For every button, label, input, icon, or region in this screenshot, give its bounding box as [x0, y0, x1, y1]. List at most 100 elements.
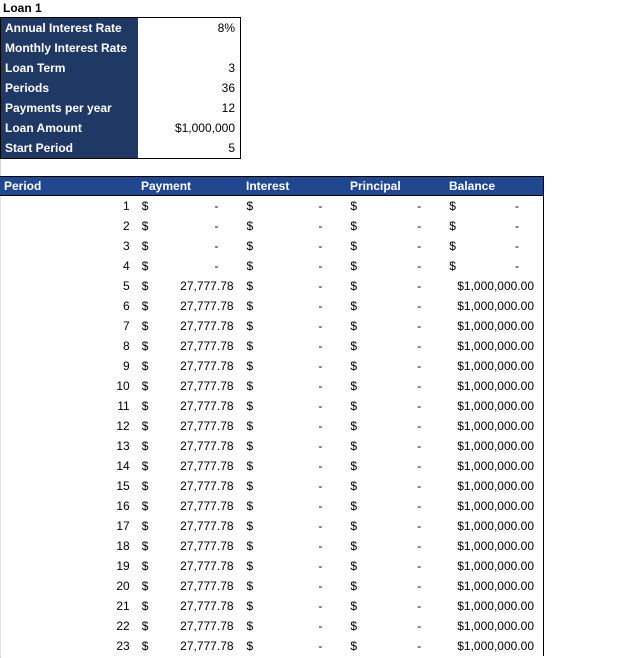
payment-cell[interactable]: $27,777.78: [138, 556, 243, 576]
parameter-value-cell[interactable]: $1,000,000: [138, 118, 240, 138]
interest-cell[interactable]: $ -: [243, 576, 347, 596]
period-cell[interactable]: 16: [116, 499, 130, 513]
balance-cell[interactable]: $1,000,000.00: [457, 299, 534, 313]
principal-cell[interactable]: $ -: [346, 536, 445, 556]
balance-cell[interactable]: $1,000,000.00: [457, 559, 534, 573]
balance-cell[interactable]: $1,000,000.00: [457, 479, 534, 493]
interest-cell[interactable]: $ -: [243, 356, 347, 376]
interest-cell[interactable]: $ -: [243, 216, 347, 236]
balance-cell[interactable]: $1,000,000.00: [457, 539, 534, 553]
period-cell[interactable]: 21: [116, 599, 130, 613]
payment-cell[interactable]: $27,777.78: [138, 376, 243, 396]
interest-cell[interactable]: $ -: [243, 636, 347, 656]
principal-cell[interactable]: $ -: [346, 296, 445, 316]
payment-cell[interactable]: $27,777.78: [138, 336, 243, 356]
period-cell[interactable]: 17: [116, 519, 130, 533]
principal-cell[interactable]: $ -: [346, 196, 445, 216]
period-cell[interactable]: 23: [116, 639, 130, 653]
interest-cell[interactable]: $ -: [243, 596, 347, 616]
balance-cell[interactable]: $1,000,000.00: [457, 399, 534, 413]
parameter-value-cell[interactable]: 8%: [138, 18, 240, 38]
principal-cell[interactable]: $ -: [346, 336, 445, 356]
principal-cell[interactable]: $ -: [346, 416, 445, 436]
interest-cell[interactable]: $ -: [243, 456, 347, 476]
balance-cell[interactable]: $1,000,000.00: [457, 639, 534, 653]
balance-cell[interactable]: $1,000,000.00: [457, 319, 534, 333]
principal-cell[interactable]: $ -: [346, 616, 445, 636]
payment-cell[interactable]: $27,777.78: [138, 396, 243, 416]
interest-cell[interactable]: $ -: [243, 196, 347, 216]
payment-cell[interactable]: $27,777.78: [138, 356, 243, 376]
payment-cell[interactable]: $27,777.78: [138, 296, 243, 316]
balance-cell[interactable]: $1,000,000.00: [457, 579, 534, 593]
balance-cell[interactable]: $ -: [445, 256, 543, 276]
period-cell[interactable]: 6: [123, 299, 130, 313]
period-cell[interactable]: 11: [117, 399, 130, 413]
parameter-value-cell[interactable]: 12: [138, 98, 240, 118]
principal-cell[interactable]: $ -: [346, 436, 445, 456]
balance-cell[interactable]: $1,000,000.00: [457, 359, 534, 373]
principal-cell[interactable]: $ -: [346, 316, 445, 336]
interest-cell[interactable]: $ -: [243, 396, 347, 416]
period-cell[interactable]: 14: [116, 459, 130, 473]
payment-cell[interactable]: $ -: [138, 256, 243, 276]
period-cell[interactable]: 15: [116, 479, 130, 493]
principal-cell[interactable]: $ -: [346, 396, 445, 416]
payment-cell[interactable]: $ -: [138, 216, 243, 236]
principal-cell[interactable]: $ -: [346, 576, 445, 596]
principal-cell[interactable]: $ -: [346, 636, 445, 656]
period-cell[interactable]: 18: [116, 539, 130, 553]
interest-cell[interactable]: $ -: [243, 616, 347, 636]
parameter-value-cell[interactable]: [138, 38, 240, 58]
interest-cell[interactable]: $ -: [243, 236, 347, 256]
balance-cell[interactable]: $ -: [445, 196, 543, 216]
period-cell[interactable]: 22: [116, 619, 130, 633]
balance-cell[interactable]: $1,000,000.00: [457, 619, 534, 633]
balance-cell[interactable]: $1,000,000.00: [457, 439, 534, 453]
balance-cell[interactable]: $1,000,000.00: [457, 339, 534, 353]
balance-cell[interactable]: $1,000,000.00: [457, 379, 534, 393]
period-cell[interactable]: 20: [116, 579, 130, 593]
payment-cell[interactable]: $27,777.78: [138, 616, 243, 636]
payment-cell[interactable]: $27,777.78: [138, 576, 243, 596]
interest-cell[interactable]: $ -: [243, 256, 347, 276]
principal-cell[interactable]: $ -: [346, 516, 445, 536]
period-cell[interactable]: 8: [123, 339, 130, 353]
period-cell[interactable]: 13: [116, 439, 130, 453]
interest-cell[interactable]: $ -: [243, 376, 347, 396]
interest-cell[interactable]: $ -: [243, 416, 347, 436]
payment-cell[interactable]: $27,777.78: [138, 496, 243, 516]
balance-cell[interactable]: $1,000,000.00: [457, 519, 534, 533]
period-cell[interactable]: 3: [123, 239, 130, 253]
principal-cell[interactable]: $ -: [346, 376, 445, 396]
principal-cell[interactable]: $ -: [346, 556, 445, 576]
payment-cell[interactable]: $27,777.78: [138, 276, 243, 296]
interest-cell[interactable]: $ -: [243, 496, 347, 516]
payment-cell[interactable]: $27,777.78: [138, 436, 243, 456]
balance-cell[interactable]: $ -: [445, 236, 543, 256]
parameter-value-cell[interactable]: 36: [138, 78, 240, 98]
payment-cell[interactable]: $27,777.78: [138, 456, 243, 476]
period-cell[interactable]: 19: [116, 559, 130, 573]
parameter-value-cell[interactable]: 5: [138, 138, 240, 158]
interest-cell[interactable]: $ -: [243, 316, 347, 336]
interest-cell[interactable]: $ -: [243, 556, 347, 576]
payment-cell[interactable]: $ -: [138, 236, 243, 256]
balance-cell[interactable]: $1,000,000.00: [457, 279, 534, 293]
interest-cell[interactable]: $ -: [243, 476, 347, 496]
principal-cell[interactable]: $ -: [346, 276, 445, 296]
payment-cell[interactable]: $27,777.78: [138, 596, 243, 616]
principal-cell[interactable]: $ -: [346, 256, 445, 276]
balance-cell[interactable]: $ -: [445, 216, 543, 236]
payment-cell[interactable]: $27,777.78: [138, 316, 243, 336]
principal-cell[interactable]: $ -: [346, 356, 445, 376]
balance-cell[interactable]: $1,000,000.00: [457, 499, 534, 513]
period-cell[interactable]: 2: [123, 219, 130, 233]
balance-cell[interactable]: $1,000,000.00: [457, 419, 534, 433]
parameter-value-cell[interactable]: 3: [138, 58, 240, 78]
principal-cell[interactable]: $ -: [346, 496, 445, 516]
principal-cell[interactable]: $ -: [346, 596, 445, 616]
interest-cell[interactable]: $ -: [243, 276, 347, 296]
interest-cell[interactable]: $ -: [243, 536, 347, 556]
interest-cell[interactable]: $ -: [243, 436, 347, 456]
